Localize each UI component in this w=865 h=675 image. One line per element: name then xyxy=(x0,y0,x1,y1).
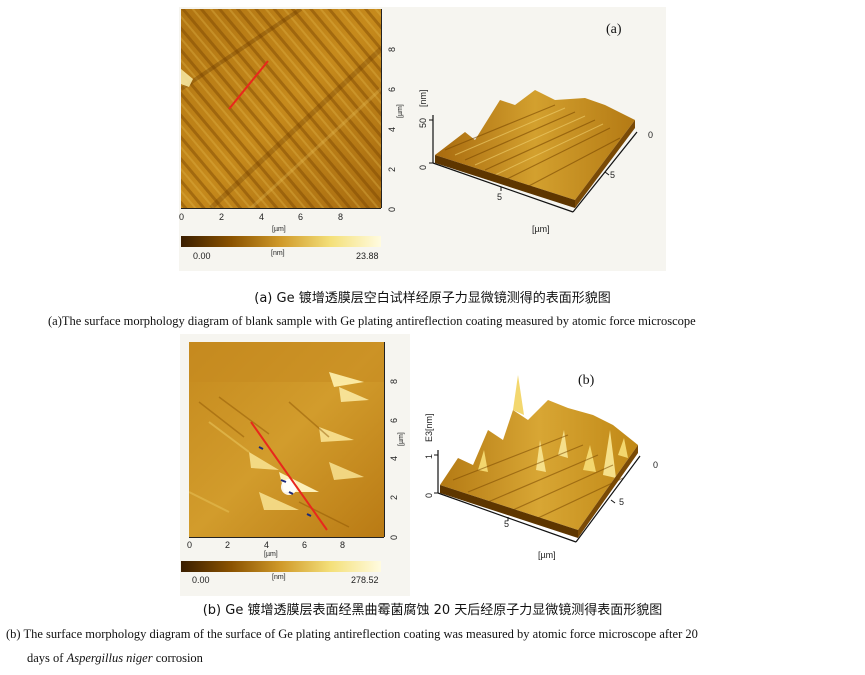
panel-a-right-tick-5: 5 xyxy=(610,170,616,180)
caption-prefix: days of xyxy=(27,651,67,665)
panel-b-bottom-axis xyxy=(189,537,384,538)
panel-b-caption-en-line1: (b) The surface morphology diagram of th… xyxy=(6,627,698,641)
panel-a-front-tick-5: 5 xyxy=(497,192,503,202)
panel-a-right-axis xyxy=(381,9,382,208)
panel-b-z-tick-0: 0 xyxy=(424,492,434,498)
panel-b-x-tick-0: 0 xyxy=(187,540,193,550)
panel-b-y-tick-4: 4 xyxy=(389,455,399,461)
panel-b-x-tick-2: 2 xyxy=(225,540,231,550)
panel-a-y-unit: [µm] xyxy=(397,104,404,118)
panel-a-surface-unit: [µm] xyxy=(532,224,550,234)
panel-b-y-tick-8: 8 xyxy=(389,378,399,384)
panel-b-surface-unit: [µm] xyxy=(538,550,556,560)
panel-a-bottom-axis xyxy=(181,208,381,209)
panel-b-3d-surface xyxy=(418,360,668,575)
panel-b-x-unit: [µm] xyxy=(264,551,278,558)
panel-a-x-tick-8: 8 xyxy=(338,212,344,222)
panel-b-front-tick-5: 5 xyxy=(504,519,510,529)
panel-a-y-tick-2: 2 xyxy=(387,166,397,172)
species-name: Aspergillus niger xyxy=(66,651,153,665)
profile-line-b xyxy=(250,421,328,531)
panel-b-right-tick-5: 5 xyxy=(619,497,625,507)
panel-b-x-tick-4: 4 xyxy=(264,540,270,550)
panel-b-z-tick-1: 1 xyxy=(424,453,434,459)
panel-a-caption-zh: (a) Ge 镀增透膜层空白试样经原子力显微镜测得的表面形貌图 xyxy=(254,291,611,306)
panel-a-y-tick-6: 6 xyxy=(387,86,397,92)
panel-a-z-unit: [nm] xyxy=(418,89,428,107)
panel-b-scale-max: 278.52 xyxy=(351,575,379,585)
panel-a-afm-image xyxy=(181,9,381,208)
caption-suffix: corrosion xyxy=(152,651,203,665)
panel-b-z-unit: E3[nm] xyxy=(424,413,434,442)
panel-b-caption-zh: (b) Ge 镀增透膜层表面经黑曲霉菌腐蚀 20 天后经原子力显微镜测得表面形貌… xyxy=(202,603,663,618)
panel-b-right-axis xyxy=(384,342,385,537)
panel-a-caption-en: (a)The surface morphology diagram of bla… xyxy=(48,314,696,328)
panel-a-right-tick-0: 0 xyxy=(648,130,654,140)
panel-b-afm-image xyxy=(189,342,384,537)
panel-b-y-unit: [µm] xyxy=(398,432,405,446)
panel-a-y-tick-4: 4 xyxy=(387,126,397,132)
panel-a-3d-surface xyxy=(405,60,665,250)
panel-a-label: (a) xyxy=(606,22,622,37)
panel-b-scale-min: 0.00 xyxy=(192,575,210,585)
panel-b-y-tick-2: 2 xyxy=(389,494,399,500)
panel-a-x-tick-0: 0 xyxy=(179,212,185,222)
panel-a-scale-unit: [nm] xyxy=(271,250,285,257)
panel-a-z-tick-0: 0 xyxy=(418,164,428,170)
panel-b-label: (b) xyxy=(578,373,595,388)
panel-a-y-tick-8: 8 xyxy=(387,46,397,52)
panel-a-y-tick-0: 0 xyxy=(387,206,397,212)
panel-b-caption-en-line2: days of Aspergillus niger corrosion xyxy=(27,647,203,669)
panel-a-scale-min: 0.00 xyxy=(193,251,211,261)
panel-b-right-tick-0: 0 xyxy=(653,460,659,470)
panel-a-x-tick-6: 6 xyxy=(298,212,304,222)
panel-a-x-tick-4: 4 xyxy=(259,212,265,222)
panel-b-y-tick-0: 0 xyxy=(389,534,399,540)
panel-b-x-tick-8: 8 xyxy=(340,540,346,550)
panel-a-scale-max: 23.88 xyxy=(356,251,379,261)
panel-a-z-tick-50: 50 xyxy=(418,117,428,128)
panel-a-x-unit: [µm] xyxy=(272,226,286,233)
panel-b-scale-unit: [nm] xyxy=(272,574,286,581)
profile-line-a xyxy=(228,60,269,110)
panel-a-color-scale xyxy=(181,236,381,247)
panel-a-x-tick-2: 2 xyxy=(219,212,225,222)
panel-b-x-tick-6: 6 xyxy=(302,540,308,550)
panel-b-y-tick-6: 6 xyxy=(389,417,399,423)
panel-b-color-scale xyxy=(181,561,381,572)
